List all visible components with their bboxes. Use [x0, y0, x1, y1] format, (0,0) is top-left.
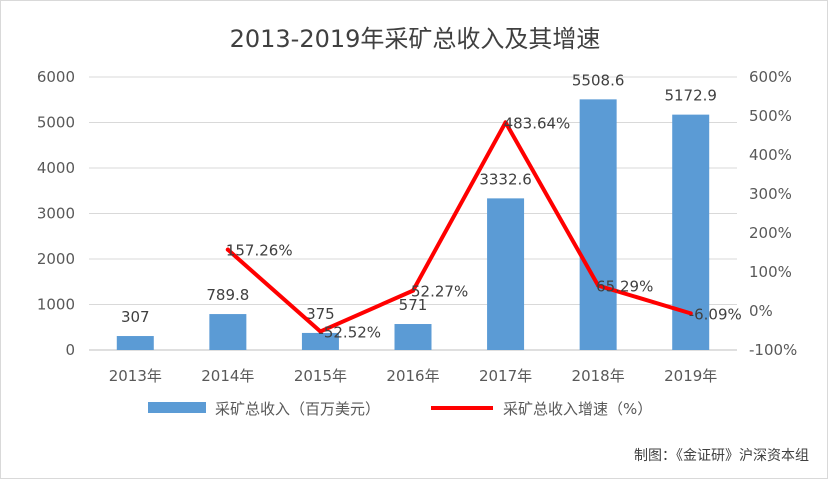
- bar-data-label: 571: [399, 296, 428, 314]
- right-tick-label: 400%: [749, 146, 792, 164]
- x-tick-label: 2017年: [479, 367, 532, 385]
- right-tick-label: -100%: [749, 341, 797, 359]
- left-tick-label: 2000: [37, 250, 75, 268]
- legend-label-bar: 采矿总收入（百万美元）: [215, 400, 380, 418]
- right-tick-label: 100%: [749, 263, 792, 281]
- bar-data-label: 789.8: [206, 286, 249, 304]
- bar: [301, 332, 339, 350]
- legend-label-line: 采矿总收入增速（%）: [503, 400, 652, 418]
- right-tick-label: 0%: [749, 302, 773, 320]
- x-tick-label: 2016年: [386, 367, 439, 385]
- growth-line: [225, 120, 693, 334]
- bar: [579, 99, 617, 350]
- bar-data-label: 375: [306, 305, 335, 323]
- credit-text: 制图：《金证研》沪深资本组: [634, 448, 809, 464]
- bar-data-label: 5172.9: [664, 87, 717, 105]
- line-data-label: 52.27%: [411, 283, 468, 301]
- right-axis-ticks: -100% 0% 100% 200% 300% 400% 500% 600%: [749, 68, 797, 359]
- x-tick-label: 2018年: [572, 367, 625, 385]
- left-tick-label: 3000: [37, 205, 75, 223]
- right-tick-label: 200%: [749, 224, 792, 242]
- line-data-label: -6.09%: [689, 305, 742, 323]
- x-tick-label: 2019年: [664, 367, 717, 385]
- line-series: [225, 120, 693, 334]
- line-data-label: -52.52%: [318, 323, 381, 341]
- chart-title: 2013-2019年采矿总收入及其增速: [230, 25, 601, 53]
- line-data-labels: 157.26% -52.52% 52.27% 483.64% 65.29% -6.09%: [226, 114, 742, 341]
- legend-swatch-bar: [148, 402, 206, 413]
- left-tick-label: 5000: [37, 114, 75, 132]
- bar: [209, 314, 247, 350]
- right-tick-label: 600%: [749, 68, 792, 86]
- bar: [116, 336, 154, 350]
- x-tick-label: 2015年: [294, 367, 347, 385]
- right-tick-label: 500%: [749, 107, 792, 125]
- line-data-label: 483.64%: [504, 114, 571, 132]
- left-tick-label: 1000: [37, 296, 75, 314]
- line-point: [318, 329, 323, 334]
- right-tick-label: 300%: [749, 185, 792, 203]
- left-tick-label: 4000: [37, 159, 75, 177]
- left-axis-ticks: 0 1000 2000 3000 4000 5000 6000: [37, 68, 75, 359]
- bar-data-label: 307: [121, 308, 150, 326]
- bar-data-label: 3332.6: [479, 170, 532, 188]
- gridlines: [89, 76, 737, 351]
- line-data-label: 157.26%: [226, 242, 293, 260]
- legend: 采矿总收入（百万美元） 采矿总收入增速（%）: [148, 400, 652, 418]
- bar: [487, 198, 525, 350]
- line-point: [411, 288, 415, 293]
- left-tick-label: 0: [65, 341, 75, 359]
- bar-data-label: 5508.6: [572, 71, 625, 89]
- line-point: [225, 247, 230, 252]
- left-tick-label: 6000: [37, 68, 75, 86]
- x-tick-label: 2013年: [109, 367, 162, 385]
- bar-series: [116, 99, 710, 350]
- line-point: [596, 283, 601, 288]
- line-point: [688, 311, 693, 316]
- line-point: [503, 120, 508, 125]
- line-data-label: 65.29%: [596, 278, 653, 296]
- x-axis-ticks: 2013年 2014年 2015年 2016年 2017年 2018年 2019年: [109, 367, 718, 385]
- x-tick-label: 2014年: [201, 367, 254, 385]
- bar-data-labels: 307 789.8 375 571 3332.6 5508.6 5172.9: [121, 71, 717, 326]
- bar: [394, 324, 432, 350]
